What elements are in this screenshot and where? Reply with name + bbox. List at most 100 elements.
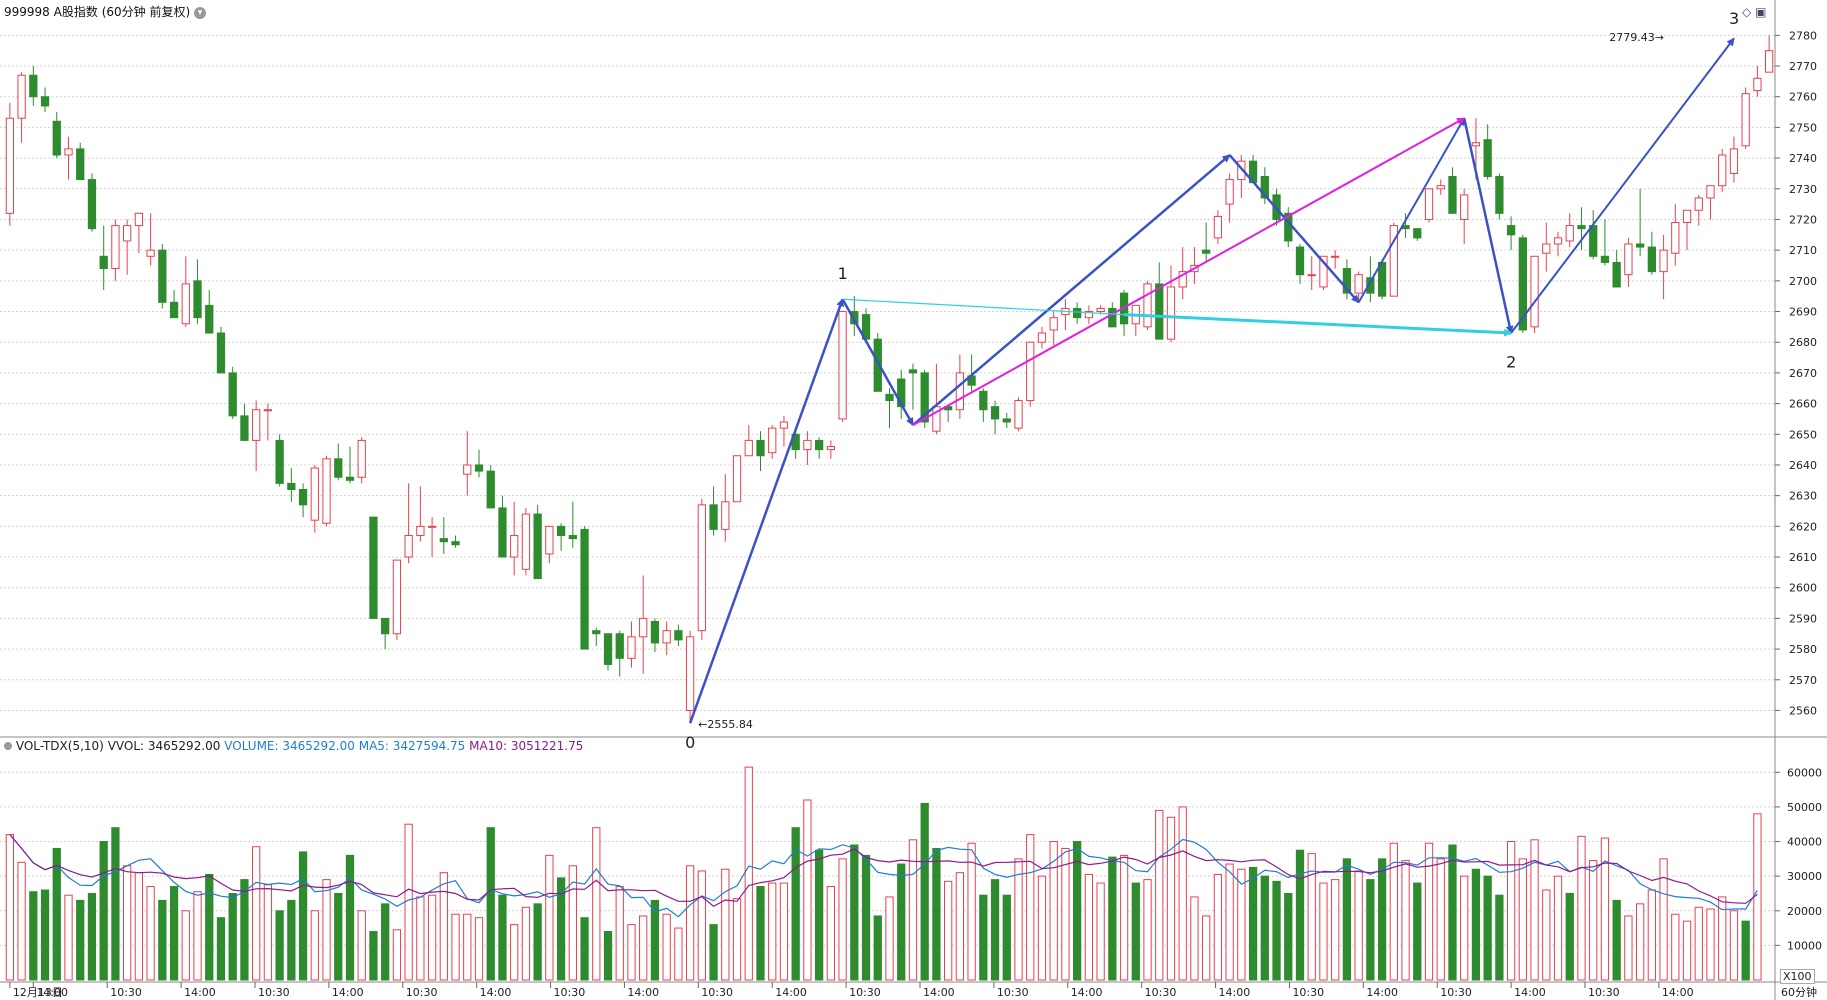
- candle-body: [979, 390, 988, 411]
- volume-bar: [779, 882, 789, 981]
- volume-bar: [123, 865, 132, 981]
- volume-bar: [64, 894, 73, 981]
- volume-bar: [181, 910, 190, 981]
- volume-bar: [205, 873, 214, 981]
- wave-arrow: [1510, 37, 1735, 334]
- candle-body: [5, 117, 15, 214]
- candle-body: [1178, 271, 1187, 288]
- volume-bar: [721, 868, 730, 981]
- volume-bar: [5, 834, 15, 981]
- volume-bar: [1202, 915, 1211, 981]
- volume-unit: X100: [1780, 969, 1815, 984]
- price-tick-label: 2650: [1789, 428, 1817, 441]
- candle-body: [639, 617, 648, 638]
- volume-bar: [381, 903, 390, 981]
- volume-bar: [427, 894, 437, 981]
- volume-bar: [1061, 847, 1070, 981]
- volume-bar: [1331, 879, 1340, 981]
- candle-body: [1694, 197, 1703, 211]
- candle-body: [111, 225, 120, 270]
- volume-bar: [451, 913, 460, 981]
- volume-bar: [1307, 853, 1316, 981]
- volume-bar: [533, 903, 542, 981]
- volume-bar: [1530, 839, 1539, 981]
- candle-body: [545, 525, 554, 555]
- volume-bar: [826, 886, 835, 981]
- volume-tick-label: 20000: [1787, 905, 1822, 918]
- time-tick-label: 10:30: [1588, 986, 1620, 999]
- volume-bar: [1635, 903, 1645, 981]
- time-tick-label: 10:30: [997, 986, 1029, 999]
- volume-tick-label: 40000: [1787, 836, 1822, 849]
- diamond-icon[interactable]: ◇: [1742, 5, 1752, 19]
- candle-body: [1718, 154, 1727, 187]
- candle-body: [709, 504, 718, 530]
- volume-bar: [944, 880, 953, 981]
- volume-bar: [334, 892, 343, 981]
- volume-bar: [639, 915, 648, 981]
- volume-bar: [1272, 880, 1281, 981]
- volume-bar: [275, 910, 284, 981]
- candle-body: [1671, 222, 1680, 254]
- volume-bar: [791, 827, 800, 981]
- wave-arrow: [688, 298, 844, 724]
- wave-arrow: [1357, 117, 1466, 303]
- candle-body: [885, 393, 894, 402]
- panel-icon[interactable]: ▣: [1755, 5, 1767, 19]
- candle-body: [134, 212, 144, 227]
- volume-bar: [1354, 870, 1363, 981]
- candle-body: [404, 535, 413, 558]
- vol-indicator-icon[interactable]: [4, 742, 12, 750]
- time-tick-label: 14:00: [775, 986, 807, 999]
- volume-bar: [1589, 860, 1598, 981]
- candle-body: [627, 636, 636, 659]
- candle-body: [1143, 283, 1152, 328]
- dropdown-icon[interactable]: ▾: [193, 6, 206, 19]
- candle-body: [1213, 215, 1223, 239]
- price-tick-label: 2720: [1789, 213, 1817, 226]
- candle-body: [439, 538, 448, 543]
- candle-body: [1108, 307, 1117, 328]
- price-tick-label: 2570: [1789, 674, 1817, 687]
- candle-body: [1389, 225, 1398, 297]
- volume-bar: [1671, 913, 1680, 981]
- candle-body: [920, 372, 929, 423]
- volume-bar: [990, 879, 1000, 981]
- volume-bar: [40, 889, 50, 981]
- time-tick-label: 14:00: [1366, 986, 1398, 999]
- candle-body: [334, 458, 343, 478]
- volume-bar: [1295, 849, 1305, 981]
- volume-bar: [1401, 860, 1410, 981]
- volume-bar: [592, 827, 601, 981]
- volume-bar: [685, 865, 695, 981]
- candle-body: [1483, 139, 1492, 178]
- candle-body: [1460, 194, 1469, 220]
- volume-bar: [99, 841, 108, 981]
- price-tick-label: 2670: [1789, 367, 1817, 380]
- candle-body: [1026, 341, 1035, 402]
- volume-bar: [885, 896, 894, 981]
- trend-arrow: [912, 117, 1466, 426]
- candle-body: [955, 372, 965, 411]
- volume-value: VOLUME: 3465292.00: [224, 739, 355, 753]
- price-tick-label: 2680: [1789, 336, 1817, 349]
- volume-bar: [369, 931, 378, 981]
- volume-bar: [674, 927, 683, 981]
- volume-bar: [1260, 875, 1269, 981]
- candle-body: [1237, 160, 1246, 181]
- time-tick-label: 10:30: [1440, 986, 1472, 999]
- wave-label: 2: [1506, 353, 1516, 372]
- volume-bar: [1014, 858, 1023, 981]
- wave-label: 1: [838, 264, 848, 283]
- volume-bar: [850, 844, 859, 981]
- candle-body: [158, 249, 167, 303]
- wave-arrow: [912, 154, 1231, 427]
- candle-body: [685, 636, 695, 711]
- volume-bar: [1471, 868, 1481, 981]
- volume-bar: [87, 892, 97, 981]
- volume-bar: [29, 891, 38, 981]
- price-tick-label: 2590: [1789, 612, 1817, 625]
- candle-body: [76, 148, 85, 181]
- candle-body: [662, 630, 671, 644]
